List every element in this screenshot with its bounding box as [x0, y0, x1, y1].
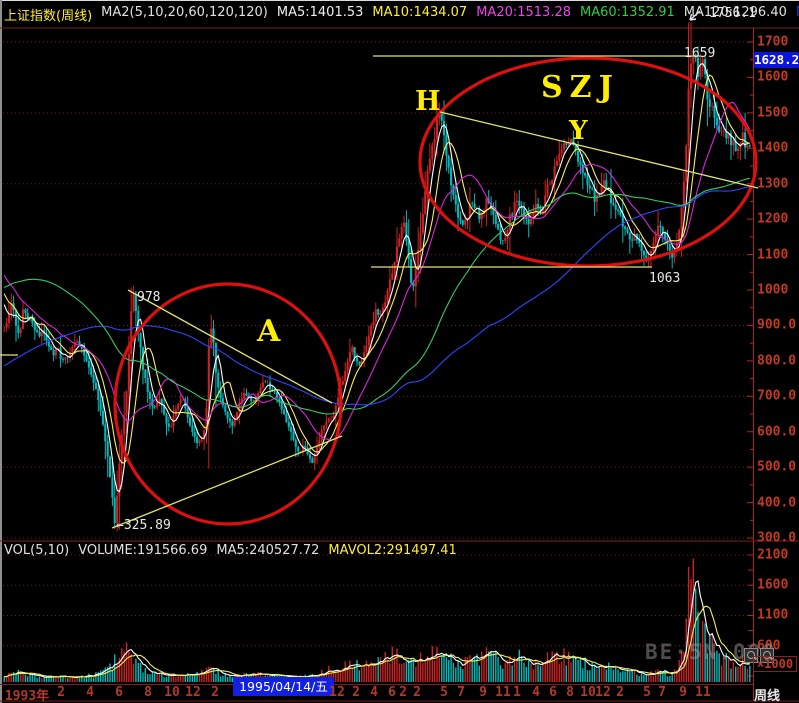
time-axis-label: 5: [440, 685, 448, 700]
time-axis-label: 2: [57, 685, 65, 700]
header-segment-1: MA2(5,10,20,60,120,120): [101, 5, 268, 20]
label-peak-1659: 1659: [684, 46, 716, 61]
price-axis-label: 1400: [757, 140, 789, 156]
price-axis-label: 600.0: [757, 424, 797, 440]
time-axis-label: 6: [388, 685, 396, 700]
label-szj: SZJ: [541, 70, 620, 105]
time-axis-label: 1993年: [4, 689, 50, 703]
time-axis-label: 12: [329, 685, 345, 700]
volume-axis-label: 2100: [757, 547, 789, 563]
price-axis-label: 900.0: [757, 317, 797, 333]
label-peak-1756: 1756.1: [709, 6, 756, 21]
price-axis-label: 700.0: [757, 388, 797, 404]
label-low-325: ←325.89: [116, 518, 171, 533]
vol-header-segment-3: MAVOL2:291497.41: [328, 543, 457, 558]
label-peak-978: 978: [137, 290, 161, 305]
label-y: Y: [569, 116, 588, 146]
time-axis-label: 7: [658, 685, 666, 700]
vol-header-segment-2: MA5:240527.72: [216, 543, 320, 558]
price-axis-label: 1000: [757, 282, 789, 298]
price-axis-label: 1300: [757, 176, 789, 192]
time-axis-label: 2: [616, 685, 624, 700]
price-axis-label: 800.0: [757, 353, 797, 369]
time-axis[interactable]: 1995/04/14/五 周线 1993年 2 4 6 8 10 12 2 12 2 4 6 2 2 5 7 9…: [0, 676, 799, 703]
time-axis-label: 2: [352, 685, 360, 700]
volume-axis-label: 1100: [757, 607, 789, 623]
time-axis-label: 1: [513, 685, 521, 700]
time-axis-label: 10: [164, 685, 180, 700]
header-segment-4: MA20:1513.28: [476, 5, 571, 20]
time-axis-label: 9: [479, 685, 487, 700]
time-axis-label: 2: [413, 685, 421, 700]
price-pane-header: 上证指数(周线) MA2(5,10,20,60,120,120) MA5:1401.…: [4, 5, 799, 24]
time-axis-label: 6: [115, 685, 123, 700]
time-axis-label: 4: [86, 685, 94, 700]
time-axis-label: 4: [370, 685, 378, 700]
time-axis-label: 2: [399, 685, 407, 700]
volume-unit-label: ×1000: [753, 656, 797, 672]
label-h: H: [415, 86, 441, 117]
time-axis-label: 11: [695, 685, 711, 700]
header-segment-0: 上证指数(周线): [4, 9, 93, 24]
volume-axis-label: 1600: [757, 577, 789, 593]
time-axis-label: 7: [457, 685, 465, 700]
volume-pane-header: VOL(5,10) VOLUME:191566.69 MA5:240527.72 MA…: [4, 543, 457, 558]
zoom-in-icon[interactable]: [744, 648, 758, 663]
header-segment-5: MA60:1352.91: [580, 5, 675, 20]
time-axis-label: 8: [144, 685, 152, 700]
price-axis-label: 1500: [757, 105, 789, 121]
header-segment-7: MA120:1296.40: [796, 5, 799, 24]
time-axis-label: 2: [211, 685, 219, 700]
label-low-1063: 1063: [649, 271, 681, 286]
price-axis-label: 300.0: [757, 530, 797, 546]
period-label: 周线: [754, 689, 781, 703]
time-axis-label: 11: [495, 685, 511, 700]
time-axis-label: 9: [679, 685, 687, 700]
price-axis-label: 1100: [757, 247, 789, 263]
time-axis-label: 6: [549, 685, 557, 700]
vol-header-segment-0: VOL(5,10): [4, 543, 70, 558]
header-segment-3: MA10:1434.07: [372, 5, 468, 20]
price-axis-label: 1200: [757, 211, 789, 227]
cursor-arrow-icon: [689, 10, 701, 21]
time-axis-label: 8: [566, 685, 574, 700]
price-axis-label: 1600: [757, 69, 789, 85]
vol-header-segment-1: VOLUME:191566.69: [78, 543, 208, 558]
header-segment-6: MA120:1296.40: [683, 5, 787, 20]
price-axis-label: 400.0: [757, 495, 797, 511]
last-price-badge: 1628.21: [754, 52, 799, 68]
time-axis-label: 4: [532, 685, 540, 700]
selected-date-badge[interactable]: 1995/04/14/五: [233, 677, 334, 696]
label-a: A: [257, 314, 281, 349]
price-axis-label: 1700: [757, 34, 789, 50]
price-axis-label: 500.0: [757, 459, 797, 475]
time-axis-label: 12: [185, 685, 201, 700]
header-segment-2: MA5:1401.53: [276, 5, 364, 20]
time-axis-label: 10: [580, 685, 596, 700]
zoom-out-icon[interactable]: [760, 648, 774, 663]
time-axis-label: 5: [643, 685, 651, 700]
time-axis-label: 12: [595, 685, 611, 700]
